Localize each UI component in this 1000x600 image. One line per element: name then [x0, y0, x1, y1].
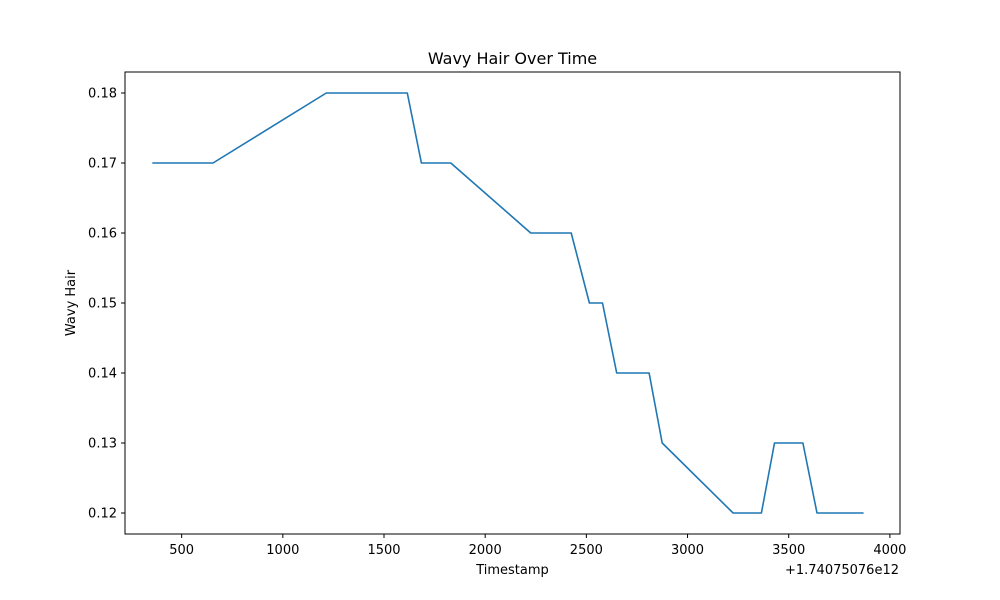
- x-tick-label: 2000: [469, 543, 502, 558]
- series-layer: [152, 92, 864, 514]
- y-axis-label: Wavy Hair: [64, 269, 79, 336]
- x-tick-label: 4000: [873, 543, 906, 558]
- y-tick-label: 0.18: [88, 87, 117, 102]
- x-tick-label: 500: [169, 543, 194, 558]
- y-tick-label: 0.16: [88, 227, 117, 242]
- y-axis: 0.12 0.13 0.14 0.15 0.16 0.17 0.18: [88, 87, 125, 522]
- x-tick-label: 3000: [671, 543, 704, 558]
- y-tick-label: 0.13: [88, 437, 117, 452]
- x-tick-label: 1000: [266, 543, 299, 558]
- chart-title: Wavy Hair Over Time: [428, 49, 597, 68]
- x-axis: 500 1000 1500 2000 2500 3000 3500 4000: [169, 534, 906, 558]
- x-axis-offset-label: +1.74075076e12: [785, 563, 899, 578]
- plot-area: [125, 72, 900, 534]
- y-tick-label: 0.17: [88, 157, 117, 172]
- x-axis-label: Timestamp: [475, 563, 549, 578]
- x-tick-label: 1500: [367, 543, 400, 558]
- y-tick-label: 0.15: [88, 297, 117, 312]
- y-tick-label: 0.14: [88, 367, 117, 382]
- y-tick-label: 0.12: [88, 507, 117, 522]
- x-tick-label: 3500: [772, 543, 805, 558]
- x-tick-label: 2500: [570, 543, 603, 558]
- series-line: [152, 92, 864, 514]
